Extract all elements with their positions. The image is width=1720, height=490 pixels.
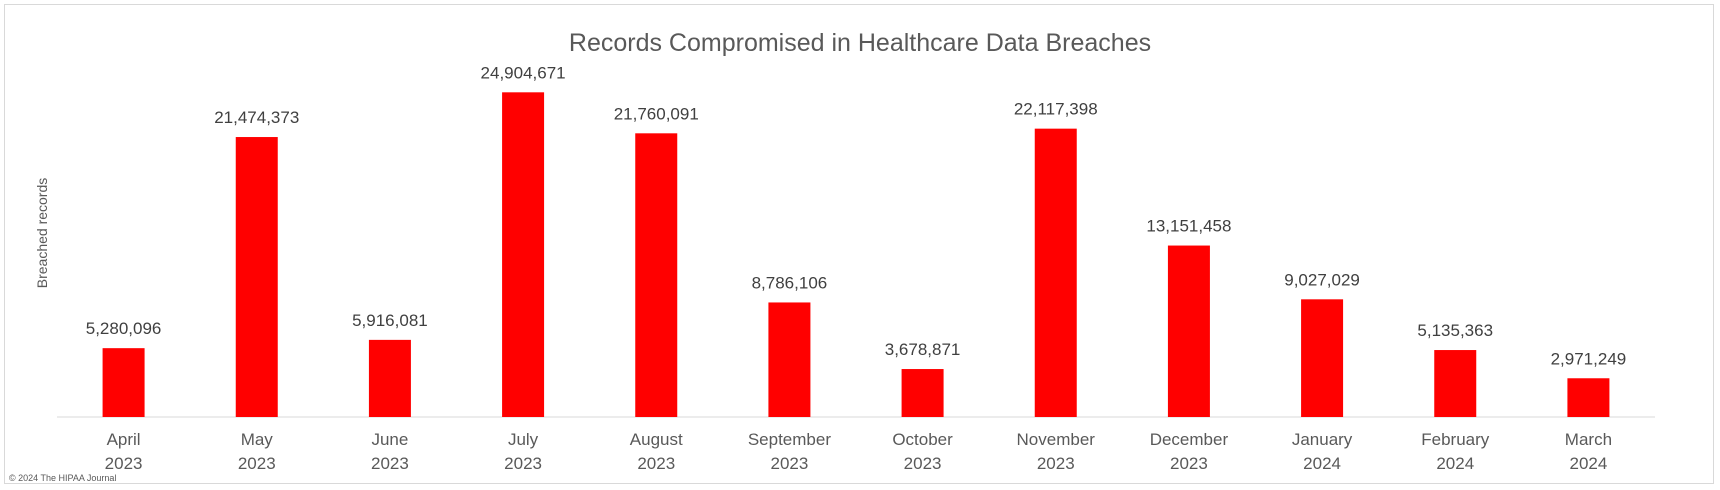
- x-tick-month-7: November: [1017, 430, 1096, 449]
- bar-4: [635, 133, 678, 418]
- data-label-7: 22,117,398: [1014, 100, 1098, 119]
- bars-layer: [102, 92, 1610, 418]
- bar-8: [1167, 245, 1210, 417]
- x-tick-month-11: March: [1565, 430, 1612, 449]
- x-tick-month-9: January: [1292, 430, 1353, 449]
- y-axis-label: Breached records: [34, 178, 50, 289]
- data-label-9: 9,027,029: [1284, 270, 1360, 289]
- bar-3: [502, 92, 545, 417]
- data-label-1: 21,474,373: [214, 108, 299, 127]
- data-label-5: 8,786,106: [752, 273, 828, 292]
- x-tick-year-2: 2023: [371, 454, 409, 473]
- x-tick-month-5: September: [748, 430, 831, 449]
- x-tick-month-1: May: [241, 430, 274, 449]
- data-label-4: 21,760,091: [614, 104, 699, 123]
- data-label-0: 5,280,096: [86, 319, 162, 338]
- x-tick-month-3: July: [508, 430, 539, 449]
- x-tick-month-2: June: [371, 430, 408, 449]
- bar-11: [1567, 378, 1610, 417]
- bar-1: [235, 137, 278, 417]
- x-tick-month-10: February: [1421, 430, 1490, 449]
- x-tick-year-4: 2023: [637, 454, 675, 473]
- chart-frame: Records Compromised in Healthcare Data B…: [4, 4, 1714, 484]
- bar-9: [1301, 299, 1344, 417]
- chart-title: Records Compromised in Healthcare Data B…: [569, 29, 1151, 57]
- x-tick-year-0: 2023: [105, 454, 143, 473]
- x-tick-year-7: 2023: [1037, 454, 1075, 473]
- x-tick-month-4: August: [630, 430, 683, 449]
- bar-2: [368, 339, 411, 417]
- data-label-2: 5,916,081: [352, 311, 428, 330]
- bar-0: [102, 348, 145, 417]
- x-tick-labels-layer: April 2023 May 2023 June 2023 July 2023 August 20…: [105, 430, 1612, 473]
- x-tick-year-8: 2023: [1170, 454, 1208, 473]
- x-tick-year-9: 2024: [1303, 454, 1341, 473]
- bar-chart: Records Compromised in Healthcare Data B…: [9, 29, 1655, 483]
- data-label-10: 5,135,363: [1417, 321, 1493, 340]
- copyright-text: © 2024 The HIPAA Journal: [9, 473, 116, 483]
- x-tick-month-8: December: [1150, 430, 1229, 449]
- bar-7: [1034, 128, 1077, 417]
- bar-5: [768, 302, 811, 417]
- data-label-8: 13,151,458: [1146, 217, 1231, 236]
- x-tick-year-5: 2023: [771, 454, 809, 473]
- data-label-6: 3,678,871: [885, 340, 961, 359]
- x-tick-month-6: October: [892, 430, 953, 449]
- x-tick-year-11: 2024: [1570, 454, 1608, 473]
- x-tick-year-6: 2023: [904, 454, 942, 473]
- data-label-3: 24,904,671: [481, 63, 566, 82]
- x-tick-month-0: April: [107, 430, 141, 449]
- data-labels-layer: 5,280,096 21,474,373 5,916,081 24,904,671 21…: [86, 63, 1626, 368]
- x-tick-year-3: 2023: [504, 454, 542, 473]
- bar-10: [1434, 350, 1477, 417]
- x-tick-year-10: 2024: [1436, 454, 1474, 473]
- x-tick-year-1: 2023: [238, 454, 276, 473]
- data-label-11: 2,971,249: [1551, 349, 1627, 368]
- bar-6: [901, 369, 944, 417]
